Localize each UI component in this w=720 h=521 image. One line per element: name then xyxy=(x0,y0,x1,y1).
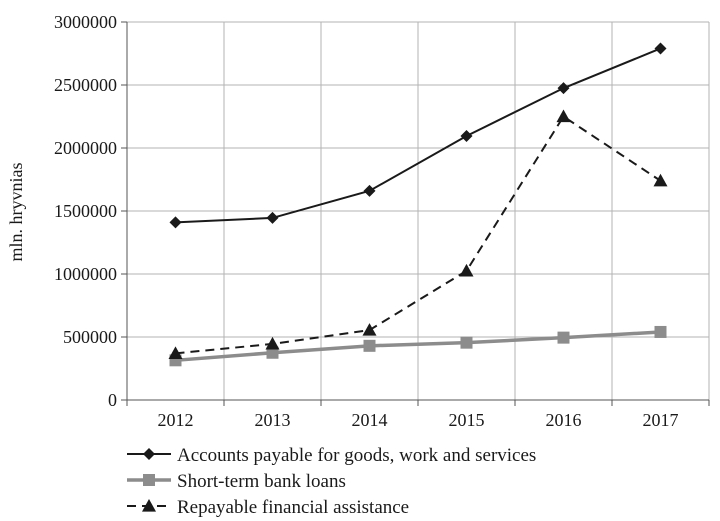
tick-labels: 0 500000 1000000 1500000 2000000 2500000 30000… xyxy=(54,12,679,430)
x-tick-label: 2015 xyxy=(449,410,485,430)
data-point-3 xyxy=(459,263,474,277)
x-tick-label: 2014 xyxy=(352,410,388,430)
gridlines xyxy=(127,21,710,400)
y-axis-title: mln. hryvnias xyxy=(6,163,26,262)
data-point-3 xyxy=(653,173,668,187)
data-point-2 xyxy=(460,336,473,349)
x-tick-label: 2017 xyxy=(643,410,679,430)
data-point-1 xyxy=(169,216,182,229)
legend-label: Repayable financial assistance xyxy=(177,497,409,518)
y-tick-label: 500000 xyxy=(63,327,117,347)
data-point-2 xyxy=(654,325,667,338)
series-line-3 xyxy=(175,115,662,355)
data-point-2 xyxy=(557,331,570,344)
y-tick-label: 0 xyxy=(108,390,117,410)
x-tick-label: 2013 xyxy=(255,410,291,430)
y-tick-label: 1500000 xyxy=(54,201,117,221)
x-tick-label: 2016 xyxy=(546,410,582,430)
axes xyxy=(121,21,710,406)
data-point-1 xyxy=(266,211,279,224)
series-line-2 xyxy=(175,330,661,363)
x-tick-label: 2012 xyxy=(158,410,194,430)
y-tick-label: 2000000 xyxy=(54,138,117,158)
data-point-3 xyxy=(265,336,280,350)
legend: Accounts payable for goods, work and ser… xyxy=(127,445,536,518)
legend-label: Short-term bank loans xyxy=(177,471,346,492)
legend-label: Accounts payable for goods, work and ser… xyxy=(177,445,536,466)
data-point-1 xyxy=(557,82,570,95)
data-point-3 xyxy=(362,323,377,336)
legend-marker xyxy=(143,474,155,486)
data-point-1 xyxy=(460,130,473,143)
y-tick-label: 2500000 xyxy=(54,75,117,95)
series-line-1 xyxy=(175,47,661,224)
data-point-3 xyxy=(168,346,183,359)
data-point-3 xyxy=(556,109,571,123)
y-tick-label: 3000000 xyxy=(54,12,117,32)
data-point-1 xyxy=(654,42,667,55)
data-point-2 xyxy=(363,339,376,352)
y-tick-label: 1000000 xyxy=(54,264,117,284)
series-group xyxy=(168,42,668,367)
data-point-1 xyxy=(363,184,376,197)
data-point-2 xyxy=(266,346,279,359)
legend-marker xyxy=(142,499,156,512)
legend-marker xyxy=(143,448,155,460)
